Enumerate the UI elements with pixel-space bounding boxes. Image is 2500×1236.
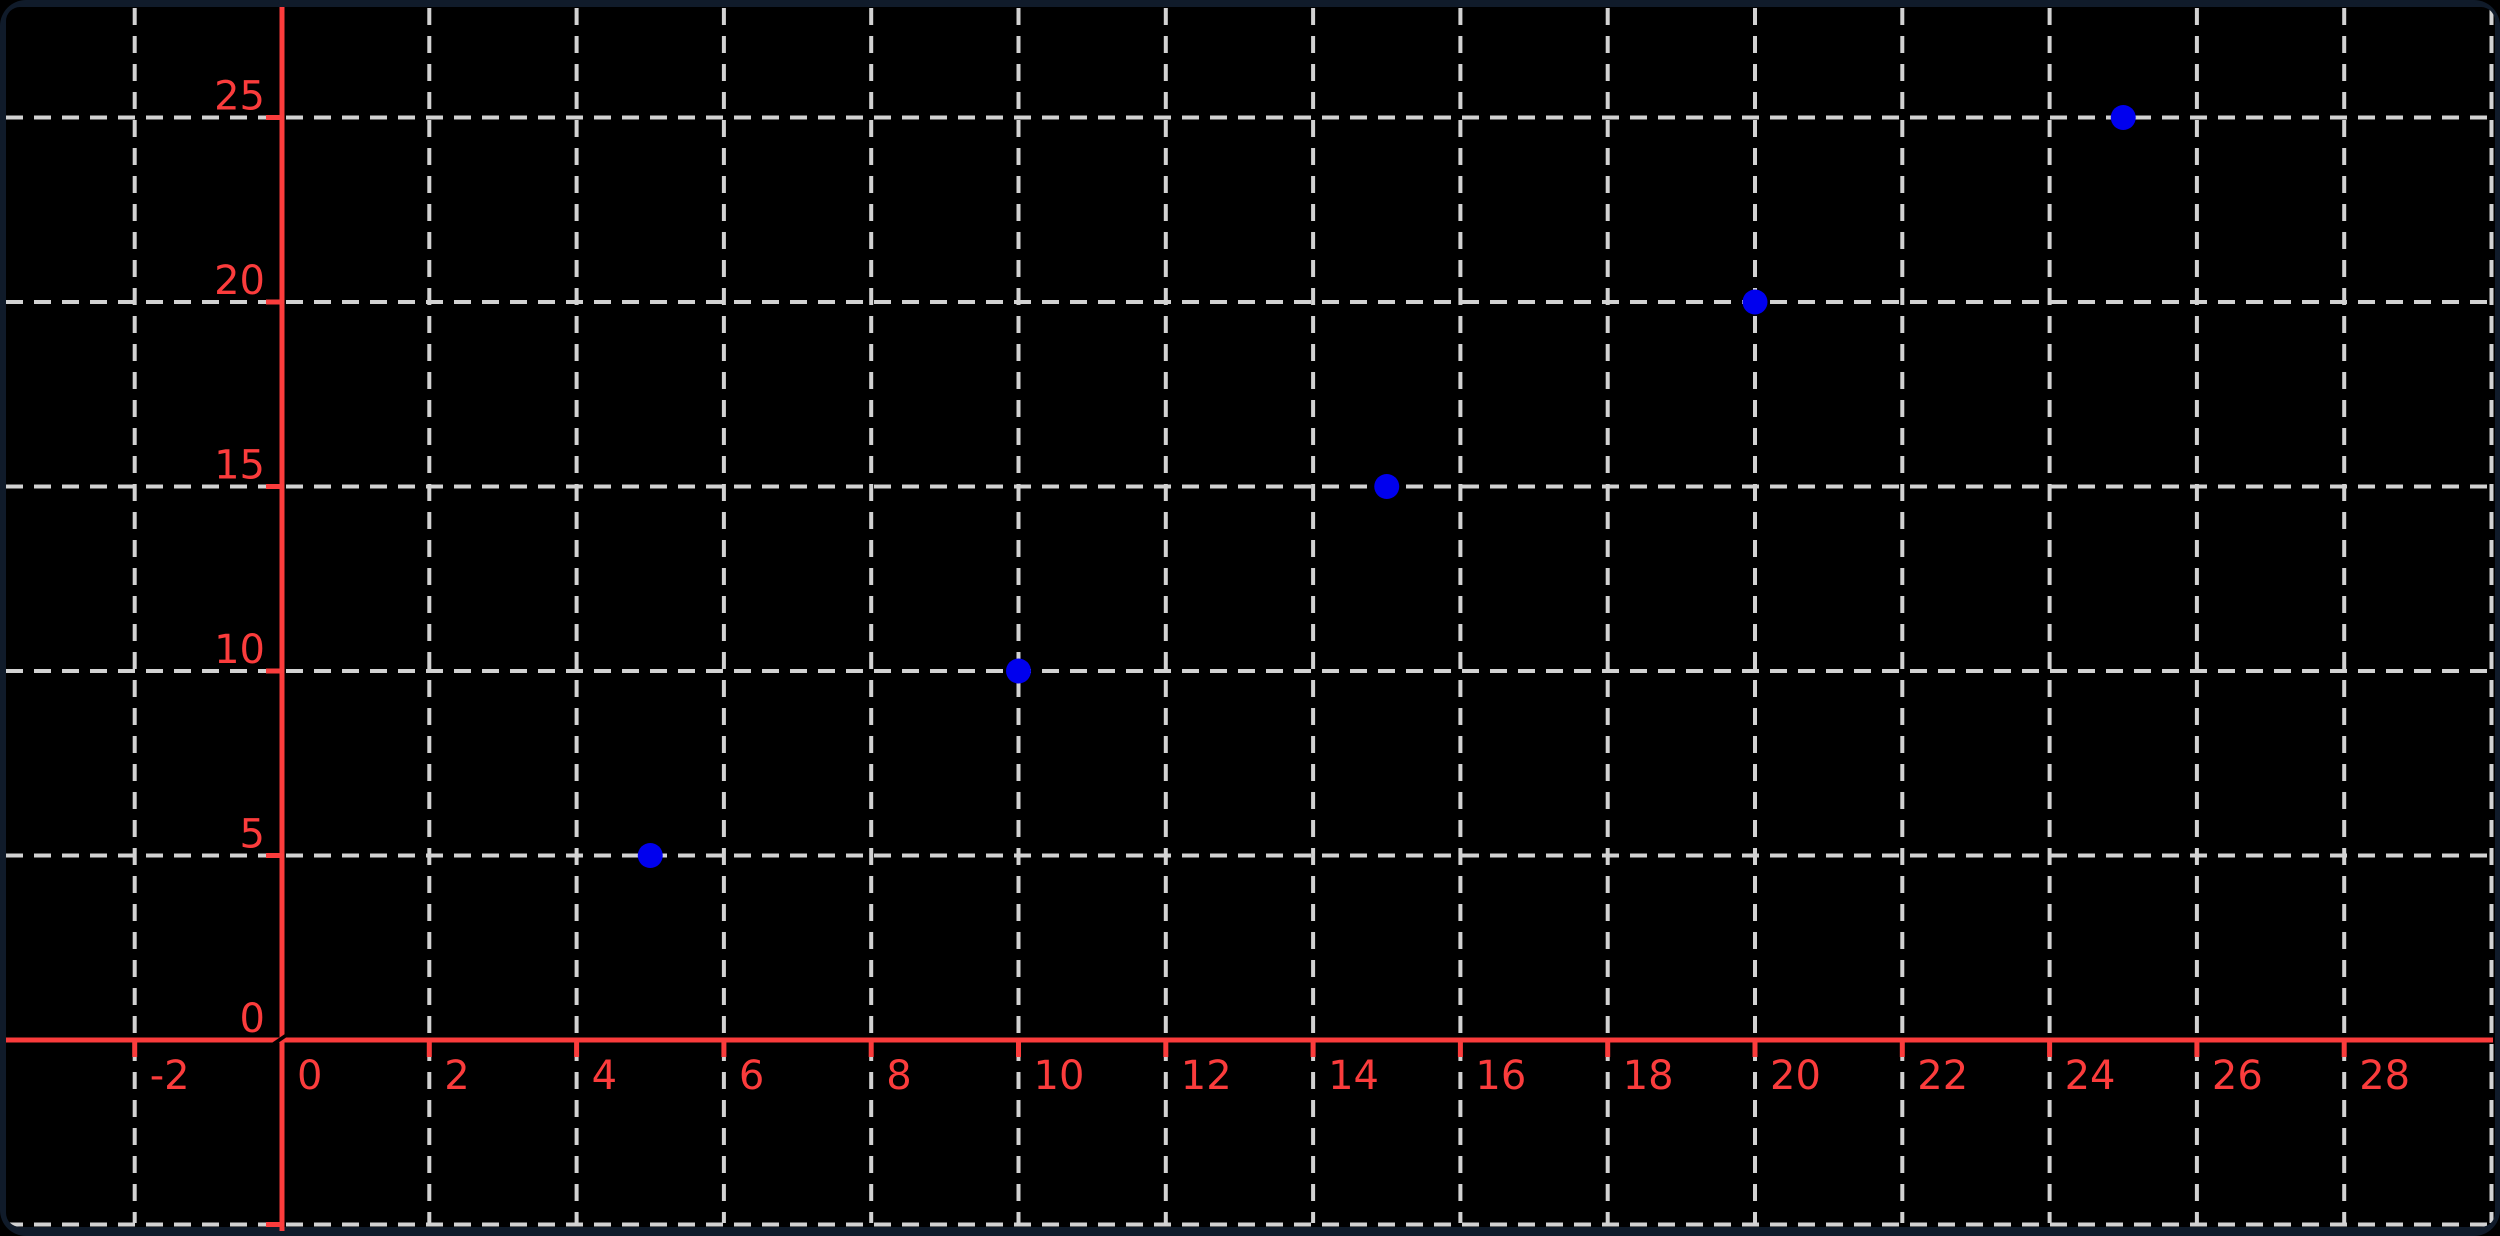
- x-tick-label: -2: [150, 1053, 190, 1099]
- x-tick-label: 22: [1917, 1053, 1968, 1099]
- axes: [6, 7, 2493, 1231]
- x-tick-label: 8: [886, 1053, 911, 1099]
- origin-slash: [268, 1030, 292, 1049]
- data-point: [1742, 289, 1768, 315]
- x-tick-label: 12: [1181, 1053, 1232, 1099]
- plot-background: [6, 7, 2495, 1227]
- x-tick-label: 14: [1328, 1053, 1379, 1099]
- x-tick-label: 20: [1770, 1053, 1821, 1099]
- x-tick-label: 6: [739, 1053, 764, 1099]
- y-tick-label: 25: [214, 74, 265, 120]
- x-tick-label: 2: [444, 1053, 469, 1099]
- y-tick-label: 10: [214, 627, 265, 673]
- data-point: [637, 843, 663, 868]
- x-tick-label: 28: [2359, 1053, 2410, 1099]
- axis-ticks: [132, 115, 2347, 1227]
- y-tick-label: 20: [214, 258, 265, 304]
- y-tick-label: 0: [240, 996, 265, 1042]
- x-tick-label: 26: [2212, 1053, 2263, 1099]
- data-point: [1006, 658, 1031, 684]
- data-points: [637, 105, 2136, 868]
- data-point: [2110, 105, 2136, 130]
- origin-slash-mark: [268, 1030, 292, 1049]
- data-point: [1374, 474, 1400, 499]
- x-tick-label: 18: [1623, 1053, 1674, 1099]
- x-tick-label: 0: [297, 1053, 322, 1099]
- x-tick-label: 16: [1475, 1053, 1526, 1099]
- x-tick-label: 10: [1034, 1053, 1085, 1099]
- y-tick-label: 5: [240, 812, 265, 858]
- x-tick-label: 4: [592, 1053, 617, 1099]
- y-tick-label: 15: [214, 443, 265, 489]
- x-tick-label: 24: [2065, 1053, 2116, 1099]
